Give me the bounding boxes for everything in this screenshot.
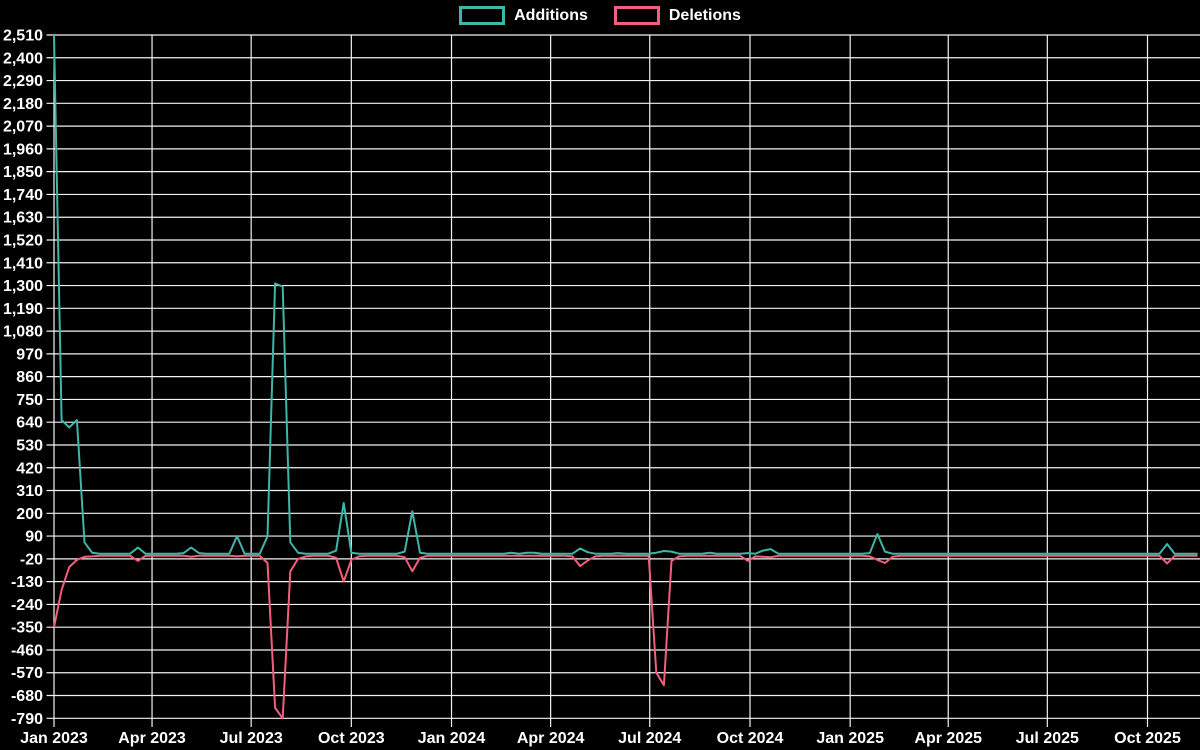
y-tick-label: -350 <box>11 620 43 637</box>
deletions-line <box>54 556 1198 719</box>
y-tick-label: 970 <box>16 346 43 363</box>
y-tick-label: 2,180 <box>3 96 43 113</box>
y-tick-label: 1,190 <box>3 301 43 318</box>
additions-swatch-icon <box>459 6 505 25</box>
y-tick-label: 1,410 <box>3 255 43 272</box>
y-tick-label: 2,510 <box>3 28 43 45</box>
x-tick-label: Apr 2025 <box>914 730 982 747</box>
deletions-legend-label: Deletions <box>669 8 741 24</box>
x-tick-label: Apr 2023 <box>118 730 186 747</box>
chart-canvas: 2,510 2,400 2,290 2,180 2,070 1,960 1,850 1,740… <box>0 0 1200 750</box>
legend-item-deletions[interactable]: Deletions <box>614 6 741 25</box>
y-tick-label: 860 <box>16 369 43 386</box>
y-tick-label: 1,080 <box>3 324 43 341</box>
legend-item-additions[interactable]: Additions <box>459 6 588 25</box>
x-tick-label: Jul 2024 <box>618 730 681 747</box>
x-tick-label: Oct 2023 <box>318 730 385 747</box>
deletions-swatch-icon <box>614 6 660 25</box>
y-tick-label: 1,300 <box>3 278 43 295</box>
y-tick-label: 640 <box>16 415 43 432</box>
x-tick-label: Oct 2024 <box>717 730 784 747</box>
x-tick-label: Jul 2025 <box>1016 730 1079 747</box>
y-tick-label: -130 <box>11 574 43 591</box>
y-tick-label: 420 <box>16 460 43 477</box>
y-tick-label: 750 <box>16 392 43 409</box>
chart-legend: Additions Deletions <box>0 6 1200 25</box>
y-tick-label: 200 <box>16 506 43 523</box>
y-tick-label: -20 <box>20 551 43 568</box>
y-tick-label: 310 <box>16 483 43 500</box>
code-frequency-chart: Additions Deletions 2,510 2,400 2,290 2,180… <box>0 0 1200 750</box>
y-tick-label: -460 <box>11 642 43 659</box>
y-tick-label: 1,520 <box>3 232 43 249</box>
y-tick-label: 90 <box>25 529 43 546</box>
y-tick-label: 2,400 <box>3 50 43 67</box>
y-tick-label: 530 <box>16 437 43 454</box>
y-tick-label: -240 <box>11 597 43 614</box>
additions-legend-label: Additions <box>514 8 588 24</box>
x-tick-label: Jan 2025 <box>816 730 884 747</box>
y-tick-label: -570 <box>11 665 43 682</box>
y-tick-label: 1,850 <box>3 164 43 181</box>
y-tick-label: 2,070 <box>3 119 43 136</box>
x-tick-label: Jul 2023 <box>220 730 283 747</box>
x-tick-label: Jan 2023 <box>20 730 88 747</box>
y-tick-label: 1,630 <box>3 210 43 227</box>
y-tick-label: 2,290 <box>3 73 43 90</box>
x-tick-label: Apr 2024 <box>517 730 585 747</box>
x-tick-label: Oct 2025 <box>1114 730 1181 747</box>
x-tick-label: Jan 2024 <box>418 730 486 747</box>
y-tick-label: 1,740 <box>3 187 43 204</box>
y-tick-label: -790 <box>11 711 43 728</box>
y-tick-label: 1,960 <box>3 141 43 158</box>
y-tick-label: -680 <box>11 688 43 705</box>
additions-line <box>54 35 1198 554</box>
